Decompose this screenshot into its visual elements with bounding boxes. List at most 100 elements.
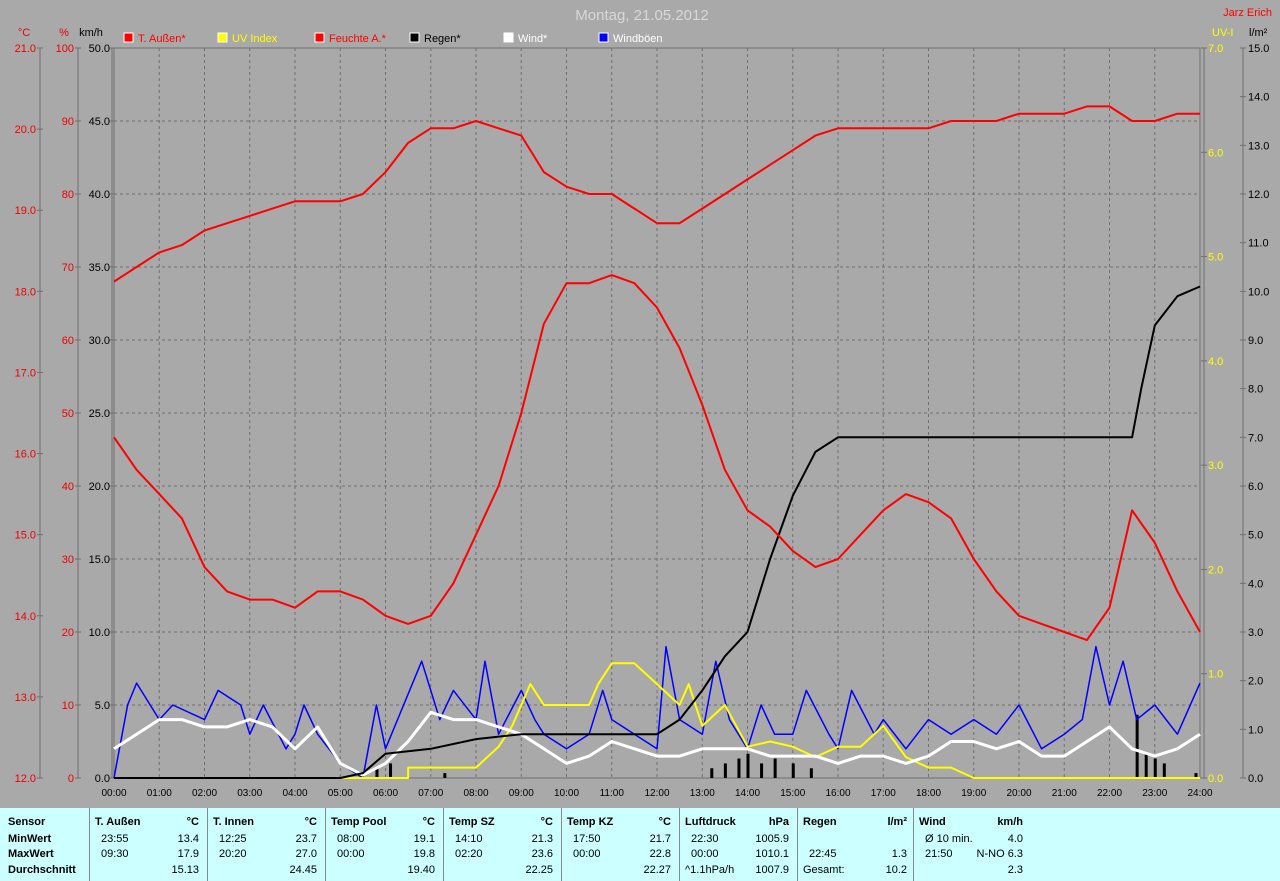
temp-tick-label: 16.0: [15, 449, 36, 461]
rain-bar: [710, 768, 714, 778]
stats-column-unit: °C: [658, 816, 671, 828]
legend-swatch: [503, 32, 514, 43]
temp-tick-label: 17.0: [15, 367, 36, 379]
rain-tick-label: 6.0: [1248, 481, 1263, 493]
stats-column: Wind km/h Ø 10 min. 4.0 21:50 N-NO 6.3 2.3: [913, 808, 1031, 881]
hum-tick-label: 60: [62, 335, 74, 347]
x-tick-label: 02:00: [192, 788, 217, 799]
x-tick-label: 09:00: [509, 788, 534, 799]
weather-chart: Montag, 21.05.2012 Jarz Erich 00:00 01:00…: [14, 7, 1272, 799]
rain-tick-label: 15.0: [1248, 43, 1269, 55]
stats-column-title: T. Innen: [213, 816, 254, 828]
stats-row-label: MinWert: [8, 833, 52, 845]
temp-tick-label: 12.0: [15, 773, 36, 785]
rain-bar: [809, 768, 813, 778]
stats-max-time: 00:00: [337, 848, 365, 860]
stats-column-title: Regen: [803, 816, 837, 828]
stats-table: Sensor MinWert MaxWert Durchschnitt T. Außen…: [0, 808, 1280, 881]
x-tick-label: 12:00: [644, 788, 669, 799]
hum-tick-label: 20: [62, 627, 74, 639]
rain-tick-label: 13.0: [1248, 140, 1269, 152]
rain-bar: [1162, 763, 1166, 778]
uv-tick-label: 1.0: [1208, 669, 1223, 681]
hum-axis-unit: %: [59, 27, 69, 39]
stats-row-label: Durchschnitt: [8, 864, 76, 876]
hum-tick-label: 70: [62, 262, 74, 274]
stats-column-title: Temp Pool: [331, 816, 387, 828]
hum-tick-label: 0: [68, 773, 74, 785]
x-tick-label: 14:00: [735, 788, 760, 799]
rain-bar: [389, 763, 393, 778]
legend-item: Windböen: [598, 32, 663, 45]
stats-column: Temp KZ °C 17:50 21.7 00:00 22.8 22.27: [561, 808, 679, 881]
stats-min-value: 23.7: [295, 833, 317, 845]
stats-avg-value: 10.2: [885, 864, 907, 876]
legend-swatch: [217, 32, 228, 43]
stats-avg-label: Gesamt:: [803, 864, 845, 876]
rain-tick-label: 8.0: [1248, 384, 1263, 396]
stats-min-value: 1005.9: [755, 833, 789, 845]
x-tick-label: 04:00: [282, 788, 307, 799]
series-line-feuchte-a: [113, 105, 1200, 283]
legend-label: Feuchte A.*: [329, 33, 387, 45]
legend-item: Wind*: [503, 32, 548, 45]
legend-item: Feuchte A.*: [314, 32, 387, 45]
stats-avg-value: 1007.9: [755, 864, 789, 876]
temp-tick-label: 13.0: [15, 692, 36, 704]
x-tick-label: 21:00: [1052, 788, 1077, 799]
plot-area: [113, 105, 1201, 779]
wind-tick-label: 40.0: [89, 189, 110, 201]
stats-column: Regen l/m² 22:45 1.3 Gesamt: 10.2: [797, 808, 915, 881]
stats-column-unit: °C: [304, 816, 317, 828]
stats-min-value: 19.1: [413, 833, 435, 845]
stats-max-time: 21:50: [925, 848, 953, 860]
legend-swatch: [123, 32, 134, 43]
series-line-t-au-en: [113, 274, 1201, 642]
stats-column-unit: l/m²: [887, 816, 907, 828]
stats-min-time: 12:25: [219, 833, 247, 845]
uv-tick-label: 3.0: [1208, 460, 1223, 472]
wind-axis-unit: km/h: [79, 27, 103, 39]
stats-column-unit: hPa: [768, 816, 789, 828]
stats-column-title: Wind: [919, 816, 946, 828]
rain-bar: [737, 758, 741, 778]
stats-avg-value: 22.27: [643, 864, 671, 876]
uv-axis-unit: UV-I: [1212, 27, 1233, 39]
legend-label: T. Außen*: [138, 33, 186, 45]
x-tick-label: 19:00: [961, 788, 986, 799]
series-line-regen: [114, 285, 1201, 779]
legend-label: Windböen: [613, 33, 663, 45]
x-tick-label: 01:00: [147, 788, 172, 799]
stats-max-time: 00:00: [691, 848, 719, 860]
stats-min-value: 4.0: [1007, 833, 1023, 845]
temp-tick-label: 15.0: [15, 530, 36, 542]
hum-tick-label: 10: [62, 700, 74, 712]
stats-max-value: 17.9: [177, 848, 199, 860]
wind-tick-label: 20.0: [89, 481, 110, 493]
rain-bar: [375, 768, 379, 778]
stats-min-time: 14:10: [455, 833, 483, 845]
hum-tick-label: 50: [62, 408, 74, 420]
chart-title: Montag, 21.05.2012: [575, 7, 708, 24]
wind-tick-label: 5.0: [95, 700, 110, 712]
legend-label: UV Index: [232, 33, 278, 45]
series-line-wind: [113, 710, 1201, 777]
temp-tick-label: 18.0: [15, 286, 36, 298]
wind-tick-label: 45.0: [89, 116, 110, 128]
rain-tick-label: 1.0: [1248, 724, 1263, 736]
rain-tick-label: 3.0: [1248, 627, 1263, 639]
wind-tick-label: 35.0: [89, 262, 110, 274]
x-tick-label: 17:00: [871, 788, 896, 799]
stats-column: Temp SZ °C 14:10 21.3 02:20 23.6 22.25: [443, 808, 561, 881]
rain-bar: [791, 763, 795, 778]
rain-tick-label: 11.0: [1248, 238, 1269, 250]
wind-tick-label: 30.0: [89, 335, 110, 347]
chart-author: Jarz Erich: [1223, 7, 1272, 19]
stats-max-value: 22.8: [649, 848, 671, 860]
rain-tick-label: 5.0: [1248, 530, 1263, 542]
hum-tick-label: 100: [56, 43, 74, 55]
rain-bar: [773, 758, 777, 778]
stats-avg-value: 22.25: [525, 864, 553, 876]
rain-bar: [1144, 753, 1148, 778]
temp-tick-label: 21.0: [15, 43, 36, 55]
